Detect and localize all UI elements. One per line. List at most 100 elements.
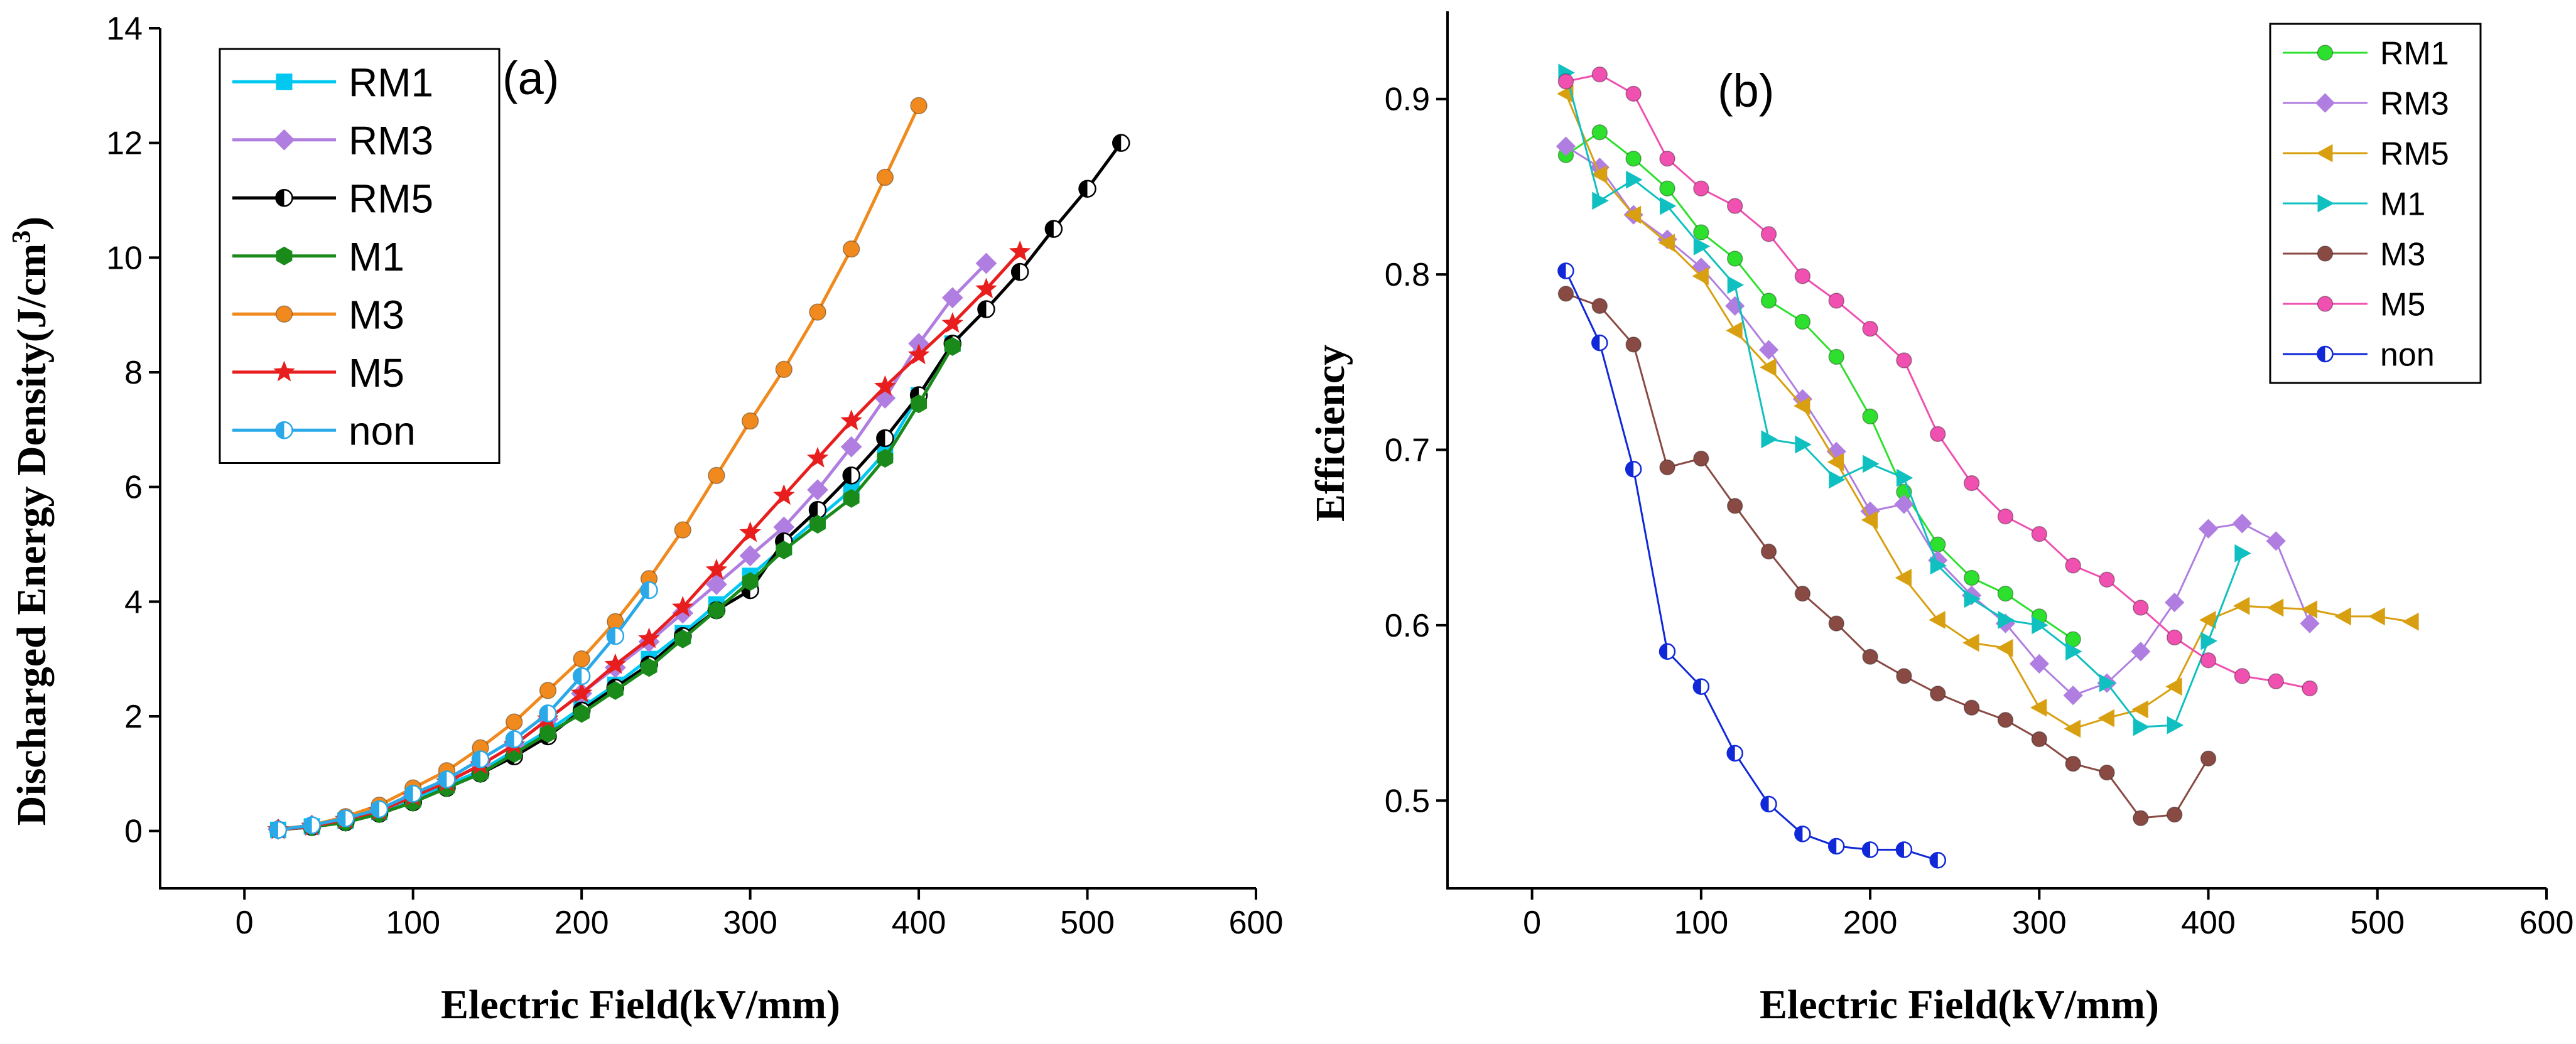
- panel-a-data-point-rm3: [739, 545, 761, 567]
- panel-a-data-point-rm3: [840, 436, 862, 458]
- panel-a-data-point-m1: [607, 681, 624, 700]
- panel-b-x-tick-label: 500: [2350, 905, 2405, 941]
- panel-b-data-point-m3: [1726, 498, 1743, 514]
- panel-b-y-tick-label: 0.5: [1385, 783, 1430, 819]
- panel-b-data-point-m3: [2133, 810, 2149, 826]
- panel-b-data-point-m3: [1760, 543, 1777, 560]
- panel-b-data-point-rm5: [1895, 569, 1912, 587]
- panel-a-legend-label: RM5: [349, 176, 433, 221]
- panel-a-data-point-non: [539, 704, 557, 723]
- panel-b-series-non: [1557, 262, 1947, 869]
- panel-b-data-point-rm3: [2131, 642, 2151, 662]
- panel-a-data-point-m3: [708, 466, 725, 485]
- panel-b-x-axis-title: Electric Field(kV/mm): [1760, 982, 2159, 1028]
- panel-a-data-point-m5: [604, 653, 627, 674]
- panel-b-data-point-non: [1591, 334, 1608, 352]
- panel-a-data-point-rm3: [807, 479, 828, 501]
- panel-b-data-point-rm5: [2368, 607, 2385, 626]
- panel-b-data-point-rm5: [1793, 397, 1810, 416]
- panel-b-data-point-non: [1659, 643, 1676, 660]
- panel-a-data-point-m5: [975, 277, 997, 299]
- panel-a-x-tick-label: 300: [723, 905, 777, 941]
- panel-a-data-point-m3: [741, 412, 759, 430]
- panel-a-data-point-m5: [941, 312, 964, 333]
- panel-a-data-point-non: [269, 821, 288, 839]
- panel-a-data-point-m1: [641, 658, 658, 677]
- panel-b-data-point-non: [1794, 826, 1811, 842]
- panel-b-data-point-m1: [2032, 616, 2048, 635]
- panel-a-y-tick-label: 14: [106, 11, 143, 47]
- panel-a-data-point-m3: [506, 713, 523, 731]
- panel-b-x-tick-label: 200: [1843, 905, 1898, 941]
- panel-a-x-tick-label: 600: [1229, 905, 1284, 941]
- panel-b-data-point-non: [1861, 841, 1879, 858]
- panel-b-data-point-rm3: [2165, 592, 2185, 613]
- panel-a-x-tick-label: 400: [892, 905, 946, 941]
- panel-b-legend-label: M5: [2380, 287, 2425, 323]
- panel-b-series-line-rm1: [1565, 131, 2074, 640]
- panel-b-data-point-m5: [2200, 652, 2217, 669]
- panel-b-data-point-m1: [1964, 589, 1981, 608]
- panel-b-data-point-non: [1625, 460, 1642, 478]
- panel-a-y-axis-title-main: Discharged Energy Density(J/cm: [9, 244, 55, 826]
- panel-b-data-point-rm1: [1726, 250, 1743, 267]
- panel-a-data-point-non: [505, 730, 524, 748]
- panel-b-data-point-m5: [1997, 508, 2014, 525]
- panel-b-data-point-rm5: [2097, 709, 2114, 728]
- panel-b-data-point-m5: [1794, 268, 1811, 284]
- panel-b-legend-marker: [2317, 245, 2334, 262]
- panel-a-data-point-m1: [708, 601, 725, 620]
- panel-b-data-point-m5: [2268, 673, 2284, 690]
- panel-b-data-point-rm5: [1760, 358, 1777, 377]
- panel-a-data-point-m3: [775, 360, 793, 379]
- panel-a-legend-marker: [276, 73, 293, 90]
- panel-b-x-tick-label: 100: [1674, 905, 1728, 941]
- panel-b-data-point-m3: [1625, 336, 1642, 353]
- panel-a-data-point-rm3: [706, 574, 727, 595]
- panel-a-y-axis-title-sup: 3: [8, 230, 36, 244]
- panel-b-data-point-m5: [1930, 426, 1946, 443]
- panel-a-data-point-non: [640, 581, 658, 600]
- panel-a-data-point-rm5: [1112, 134, 1130, 152]
- panel-b-data-point-m3: [1693, 450, 1709, 467]
- panel-b-legend-marker: [2317, 296, 2334, 312]
- panel-b-data-point-m3: [1896, 668, 1912, 684]
- panel-b-data-point-rm5: [2334, 607, 2351, 626]
- panel-b-data-point-m5: [1963, 475, 1980, 492]
- panel-b-data-point-m3: [1862, 648, 1878, 665]
- panel-b-x-tick-label: 300: [2012, 905, 2067, 941]
- panel-b-series-m5: [1557, 66, 2318, 697]
- panel-b-legend-label: RM3: [2380, 86, 2449, 122]
- panel-b-data-point-m3: [1930, 686, 1946, 702]
- panel-a-data-point-m5: [840, 409, 862, 431]
- panel-a-data-point-m1: [776, 541, 793, 560]
- panel-b-series-rm1: [1557, 124, 2081, 648]
- panel-b-data-point-non: [1726, 745, 1743, 762]
- panel-b-y-tick-label: 0.9: [1385, 82, 1430, 118]
- panel-b-data-point-rm5: [1929, 611, 1946, 629]
- panel-b-x-tick-label: 400: [2181, 905, 2236, 941]
- panel-b-data-point-m5: [2234, 668, 2251, 684]
- panel-b-data-point-rm3: [2198, 519, 2219, 539]
- panel-a-data-point-m1: [742, 572, 759, 591]
- panel-a-data-point-rm5: [977, 300, 995, 318]
- panel-b-data-point-rm3: [2029, 654, 2049, 674]
- panel-a-data-point-m5: [705, 558, 728, 579]
- panel-a-legend-label: RM1: [349, 60, 433, 105]
- panel-a-y-axis-title-close: ): [9, 217, 55, 230]
- panel-b-data-point-rm5: [2165, 677, 2182, 696]
- panel-b-data-point-rm5: [1557, 84, 1574, 103]
- panel-a-data-point-m1: [809, 515, 826, 534]
- panel-a-y-tick-label: 8: [124, 355, 143, 391]
- panel-b-data-point-m5: [2302, 680, 2318, 697]
- panel-b-y-tick-label: 0.6: [1385, 608, 1430, 644]
- panel-b-data-point-m1: [1930, 556, 1947, 575]
- panel-b-y-tick-label: 0.7: [1385, 433, 1430, 469]
- panel-b-data-point-m1: [1795, 435, 1812, 454]
- panel-b-data-point-m1: [2200, 632, 2217, 650]
- panel-b-y-axis-title: Efficiency: [1307, 345, 1353, 522]
- panel-b-data-point-rm3: [1758, 340, 1779, 360]
- panel-b-data-point-rm5: [1658, 234, 1675, 252]
- panel-a-data-point-m5: [739, 521, 761, 542]
